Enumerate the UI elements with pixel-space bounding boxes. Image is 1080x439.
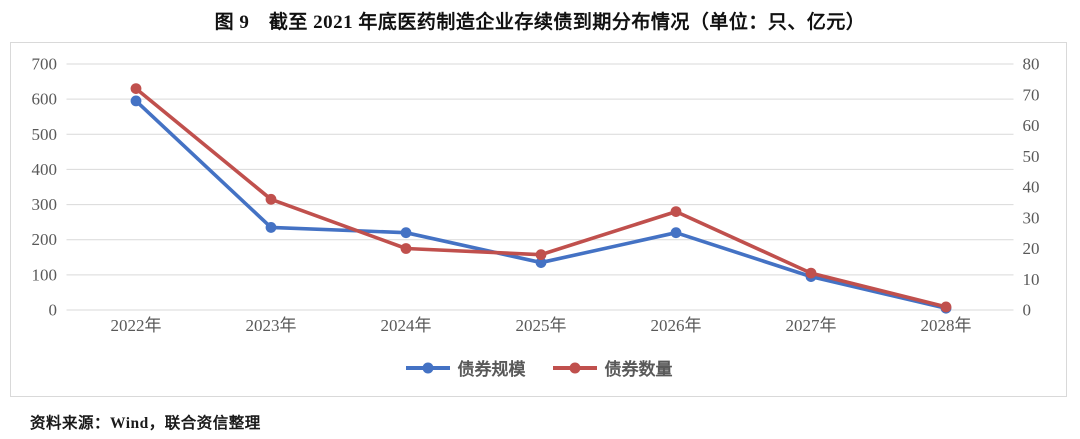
y-axis-right-tick-label: 0 (1023, 301, 1032, 320)
legend-label-bond-scale: 债券规模 (457, 360, 526, 379)
data-point-bond-scale (670, 227, 682, 239)
dual-axis-line-chart: 7006005004003002001000807060504030201002… (32, 55, 1040, 336)
y-axis-left-tick-label: 400 (32, 160, 58, 179)
data-point-bond-scale (130, 95, 142, 107)
x-axis-tick-label: 2027年 (786, 316, 837, 335)
data-point-bond-count (265, 193, 277, 205)
y-axis-right-tick-label: 70 (1023, 85, 1040, 104)
data-point-bond-count (670, 206, 682, 218)
bond-scale-legend-marker-icon (405, 362, 450, 373)
legend-dot-red (569, 362, 580, 373)
y-axis-left-tick-label: 700 (32, 55, 58, 74)
y-axis-left-tick-label: 300 (32, 195, 58, 214)
bond-count-legend-marker-icon (552, 362, 597, 373)
y-axis-left-tick-label: 0 (49, 301, 58, 320)
y-axis-left-tick-label: 600 (32, 90, 58, 109)
legend-label-bond-count: 债券数量 (604, 360, 673, 379)
x-axis-tick-label: 2024年 (381, 316, 432, 335)
y-axis-left-tick-label: 200 (32, 230, 58, 249)
x-axis-tick-label: 2025年 (516, 316, 567, 335)
data-point-bond-count (400, 243, 412, 254)
legend-dot-blue (422, 362, 433, 373)
data-point-bond-count (940, 301, 952, 313)
chart-title: 图 9 截至 2021 年底医药制造企业存续债到期分布情况（单位：只、亿元） (214, 12, 866, 33)
data-point-bond-count (535, 249, 547, 261)
source-note: 资料来源：Wind，联合资信整理 (30, 415, 261, 432)
y-axis-right-tick-label: 60 (1023, 116, 1040, 135)
x-axis-tick-label: 2026年 (651, 316, 702, 335)
x-axis-tick-label: 2028年 (921, 316, 972, 335)
y-axis-right-tick-label: 50 (1023, 147, 1040, 166)
chart-container: 700 600 500 400 300 200 100 0 80 70 60 50 40 30 20 10 0 2… (10, 42, 1067, 397)
chart-legend: 债券规模 债券数量 (11, 355, 1066, 380)
data-point-bond-count (805, 267, 817, 279)
data-point-bond-scale (535, 257, 547, 268)
y-axis-right-tick-label: 10 (1023, 270, 1040, 289)
y-axis-left-tick-label: 100 (32, 265, 58, 284)
data-point-bond-scale (265, 222, 277, 233)
legend-item-bond-count: 债券数量 (552, 355, 673, 380)
y-axis-right-tick-label: 80 (1023, 55, 1040, 74)
data-point-bond-scale (400, 227, 412, 239)
x-axis-tick-label: 2022年 (111, 316, 162, 335)
legend-item-bond-scale: 债券规模 (405, 355, 526, 380)
y-axis-right-tick-label: 40 (1023, 178, 1040, 197)
x-axis-tick-label: 2023年 (246, 316, 297, 335)
y-axis-right-tick-label: 30 (1023, 208, 1040, 227)
series-line-bond-count (134, 86, 948, 309)
y-axis-left-tick-label: 500 (32, 125, 58, 144)
y-axis-right-tick-label: 20 (1023, 239, 1040, 258)
data-point-bond-count (130, 83, 142, 94)
